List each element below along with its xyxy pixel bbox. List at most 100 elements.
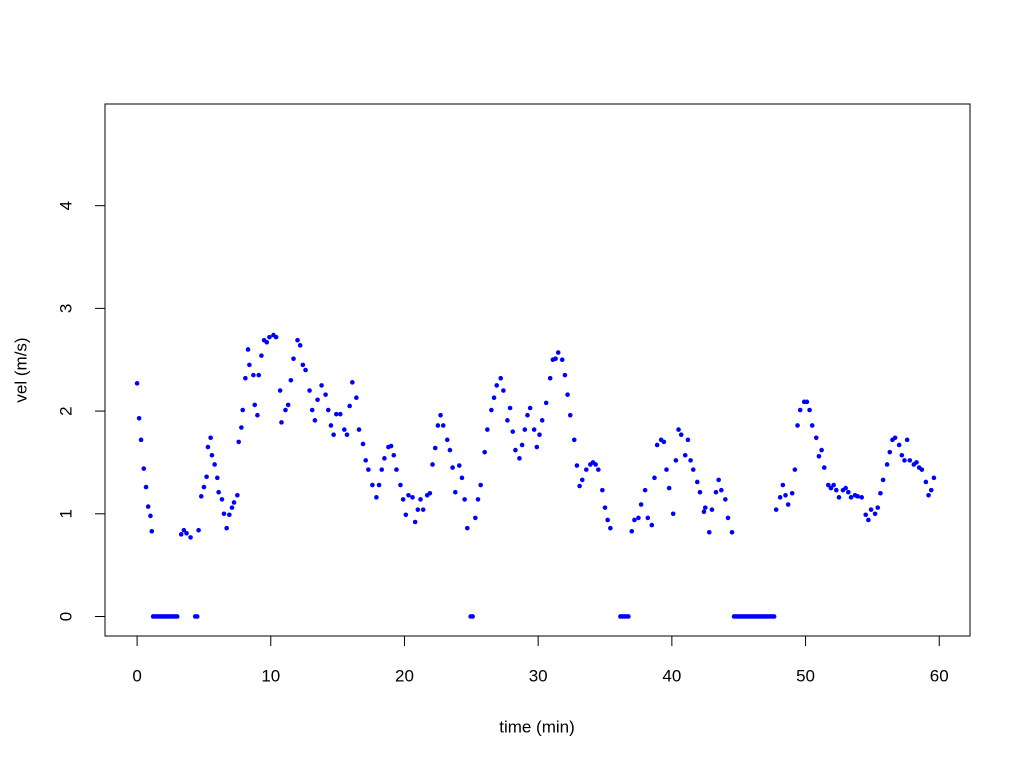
x-tick-label: 40: [662, 666, 681, 685]
point: [347, 403, 352, 409]
point: [315, 397, 320, 403]
point: [452, 489, 458, 495]
point: [215, 475, 220, 481]
point: [279, 420, 284, 425]
point: [256, 372, 262, 378]
point: [418, 497, 423, 502]
point: [527, 405, 533, 411]
point: [307, 388, 312, 393]
point: [507, 405, 513, 411]
point: [809, 423, 815, 428]
y-tick-label: 1: [56, 509, 75, 518]
point: [229, 505, 235, 510]
point: [184, 530, 189, 536]
point: [819, 447, 824, 453]
point: [773, 507, 779, 512]
point: [868, 507, 874, 512]
point: [923, 479, 929, 485]
point: [370, 482, 375, 488]
point: [534, 444, 540, 450]
point: [231, 500, 237, 505]
point: [629, 528, 635, 534]
y-tick-label: 3: [56, 304, 75, 313]
point: [565, 392, 570, 397]
point: [649, 522, 655, 528]
point: [283, 407, 288, 413]
point: [255, 412, 260, 418]
point: [235, 492, 240, 498]
x-tick-label: 20: [395, 666, 414, 685]
point: [682, 452, 688, 458]
point: [780, 482, 786, 488]
point: [928, 487, 934, 493]
point: [553, 356, 558, 362]
point: [713, 489, 719, 495]
point: [855, 494, 860, 499]
point: [194, 614, 200, 619]
point: [239, 425, 244, 430]
point: [907, 458, 913, 463]
point: [813, 435, 819, 441]
point: [208, 435, 213, 441]
point: [510, 429, 516, 434]
point: [834, 487, 839, 493]
point: [690, 467, 696, 472]
point: [562, 372, 568, 378]
y-tick-label: 4: [56, 201, 75, 210]
point: [919, 467, 925, 472]
x-tick-label: 50: [796, 666, 815, 685]
point: [583, 467, 589, 472]
point: [642, 487, 648, 493]
point: [295, 337, 300, 343]
point: [828, 485, 834, 491]
point: [465, 525, 470, 531]
point: [489, 407, 494, 413]
point: [892, 435, 898, 441]
point: [430, 462, 435, 467]
point: [676, 427, 681, 432]
point: [285, 402, 291, 408]
x-axis-label: time (min): [499, 717, 575, 736]
point: [771, 614, 777, 619]
point: [673, 458, 679, 463]
x-tick-label: 60: [930, 666, 949, 685]
point: [438, 412, 443, 418]
point: [328, 423, 334, 428]
point: [288, 377, 294, 383]
point: [420, 507, 426, 512]
point: [632, 517, 637, 523]
point: [331, 432, 336, 438]
point: [519, 442, 525, 448]
point: [403, 512, 409, 518]
point: [338, 411, 343, 417]
point: [863, 512, 869, 518]
point: [697, 489, 703, 495]
point: [605, 517, 610, 523]
point: [236, 439, 241, 445]
point: [501, 388, 506, 393]
point: [531, 427, 537, 432]
point: [450, 465, 455, 470]
point: [333, 411, 339, 417]
point: [522, 427, 528, 432]
point: [415, 507, 421, 512]
point: [491, 395, 497, 401]
point: [846, 489, 851, 495]
point: [608, 525, 613, 531]
point: [245, 347, 251, 352]
point: [391, 452, 397, 458]
point: [792, 467, 798, 472]
point: [645, 515, 651, 521]
point: [475, 497, 481, 502]
point: [543, 400, 549, 406]
point: [204, 474, 209, 480]
point: [638, 502, 644, 507]
point: [478, 482, 483, 488]
point: [277, 388, 283, 393]
point: [141, 466, 147, 471]
point: [148, 513, 153, 519]
point: [350, 380, 355, 385]
point: [382, 456, 387, 461]
point: [559, 357, 565, 363]
point: [485, 427, 490, 432]
